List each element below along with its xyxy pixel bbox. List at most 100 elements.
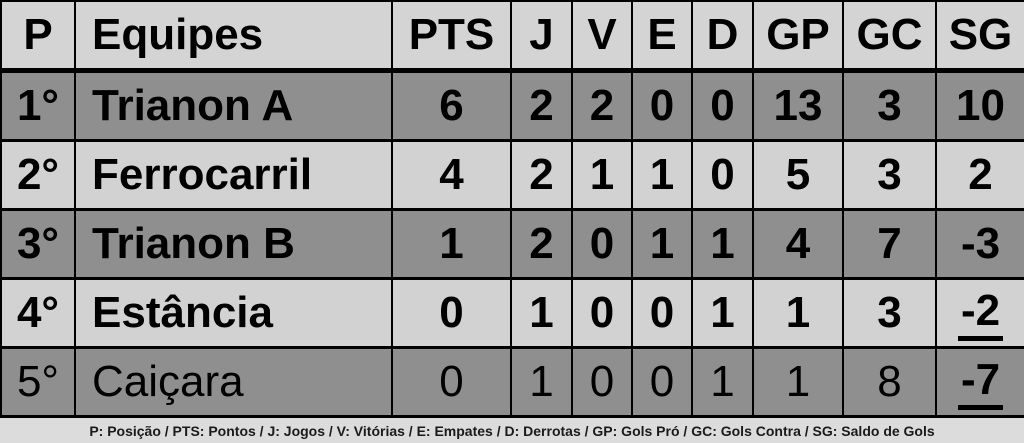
- cell-value: 1: [649, 150, 675, 199]
- column-header-j: J: [510, 0, 573, 73]
- position-cell: 2°: [0, 139, 76, 211]
- legend-text: P: Posição / PTS: Pontos / J: Jogos / V:…: [0, 418, 1024, 443]
- cell-value: Estância: [92, 288, 273, 337]
- column-header-p: P: [0, 0, 76, 73]
- cell-value: 1°: [16, 81, 60, 130]
- stat-cell-sg: -2: [935, 277, 1024, 349]
- stat-cell-sg: 2: [935, 139, 1024, 211]
- cell-value: 4: [785, 219, 811, 268]
- cell-value: 3°: [16, 219, 60, 268]
- stat-cell-gc: 8: [842, 346, 937, 418]
- stat-cell-e: 0: [631, 277, 693, 349]
- cell-value: 2: [529, 150, 554, 199]
- stat-cell-sg: -7: [935, 346, 1024, 418]
- stat-cell-j: 1: [510, 346, 573, 418]
- cell-value: 0: [710, 81, 735, 130]
- cell-value: 1: [710, 357, 735, 406]
- stat-cell-v: 0: [571, 277, 633, 349]
- position-cell: 5°: [0, 346, 76, 418]
- cell-value: Ferrocarril: [92, 150, 313, 199]
- stat-cell-pts: 4: [391, 139, 512, 211]
- cell-value: -7: [957, 357, 1004, 410]
- column-header-sg: SG: [935, 0, 1024, 73]
- cell-value: 0: [589, 288, 615, 337]
- column-header-gp: GP: [752, 0, 844, 73]
- cell-value: -2: [957, 288, 1004, 341]
- column-header-pts: PTS: [391, 0, 512, 73]
- cell-value: 13: [773, 81, 823, 130]
- stat-cell-sg: 10: [935, 69, 1024, 142]
- cell-value: 0: [649, 357, 675, 406]
- stat-cell-gp: 13: [752, 69, 844, 142]
- cell-value: -3: [960, 219, 1001, 268]
- team-row-4: 4° Estância 0 1 0 0 1 1 3 -2: [0, 277, 1024, 349]
- cell-value: 0: [439, 357, 464, 406]
- stat-cell-v: 0: [571, 208, 633, 280]
- cell-value: 0: [649, 81, 675, 130]
- column-header-v: V: [571, 0, 633, 73]
- stat-cell-gp: 1: [752, 346, 844, 418]
- stat-cell-j: 2: [510, 208, 573, 280]
- stat-cell-v: 0: [571, 346, 633, 418]
- cell-value: Trianon B: [92, 219, 295, 268]
- team-row-1: 1° Trianon A 6 2 2 0 0 13 3 10: [0, 69, 1024, 142]
- stat-cell-e: 1: [631, 208, 693, 280]
- cell-value: Trianon A: [92, 81, 294, 130]
- cell-value: 5: [785, 150, 811, 199]
- stat-cell-d: 0: [691, 139, 754, 211]
- cell-value: 0: [439, 288, 464, 337]
- cell-value: 0: [649, 288, 675, 337]
- cell-value: 2: [589, 81, 615, 130]
- cell-value: 1: [710, 219, 735, 268]
- stat-cell-gp: 1: [752, 277, 844, 349]
- stat-cell-d: 0: [691, 69, 754, 142]
- team-row-3: 3° Trianon B 1 2 0 1 1 4 7 -3: [0, 208, 1024, 280]
- cell-value: 4°: [16, 288, 60, 337]
- cell-value: 2: [529, 219, 554, 268]
- stat-cell-j: 1: [510, 277, 573, 349]
- stat-cell-gc: 3: [842, 139, 937, 211]
- stat-cell-v: 2: [571, 69, 633, 142]
- cell-value: 5°: [16, 357, 60, 406]
- cell-value: Caiçara: [92, 357, 244, 406]
- stat-cell-v: 1: [571, 139, 633, 211]
- cell-value: 3: [877, 288, 902, 337]
- stat-cell-gc: 3: [842, 69, 937, 142]
- stat-cell-d: 1: [691, 208, 754, 280]
- column-header-e: E: [631, 0, 693, 73]
- cell-value: 1: [529, 288, 554, 337]
- team-name-cell: Ferrocarril: [74, 139, 393, 211]
- cell-value: 1: [439, 219, 464, 268]
- cell-value: 6: [439, 81, 464, 130]
- cell-value: 2°: [16, 150, 60, 199]
- cell-value: 2: [529, 81, 554, 130]
- column-header-equipes: Equipes: [74, 0, 393, 73]
- stat-cell-pts: 0: [391, 346, 512, 418]
- stat-cell-d: 1: [691, 346, 754, 418]
- cell-value: 1: [785, 288, 811, 337]
- cell-value: 0: [589, 357, 615, 406]
- position-cell: 4°: [0, 277, 76, 349]
- cell-value: 1: [589, 150, 615, 199]
- cell-value: 4: [439, 150, 464, 199]
- cell-value: 0: [589, 219, 615, 268]
- cell-value: 1: [529, 357, 554, 406]
- team-row-5: 5° Caiçara 0 1 0 0 1 1 8 -7: [0, 346, 1024, 418]
- stat-cell-gp: 4: [752, 208, 844, 280]
- position-cell: 3°: [0, 208, 76, 280]
- position-cell: 1°: [0, 69, 76, 142]
- cell-value: 1: [649, 219, 675, 268]
- stat-cell-j: 2: [510, 69, 573, 142]
- standings-table: P Equipes PTS J V E D GP GC SG 1° Trianon A 6 2 2 0 0 13…: [0, 0, 1024, 418]
- cell-value: 0: [710, 150, 735, 199]
- stat-cell-e: 1: [631, 139, 693, 211]
- column-header-d: D: [691, 0, 754, 73]
- cell-value: 2: [968, 150, 993, 199]
- cell-value: 3: [877, 81, 902, 130]
- stat-cell-gc: 7: [842, 208, 937, 280]
- team-name-cell: Estância: [74, 277, 393, 349]
- stat-cell-pts: 0: [391, 277, 512, 349]
- team-name-cell: Caiçara: [74, 346, 393, 418]
- header-row: P Equipes PTS J V E D GP GC SG: [0, 0, 1024, 73]
